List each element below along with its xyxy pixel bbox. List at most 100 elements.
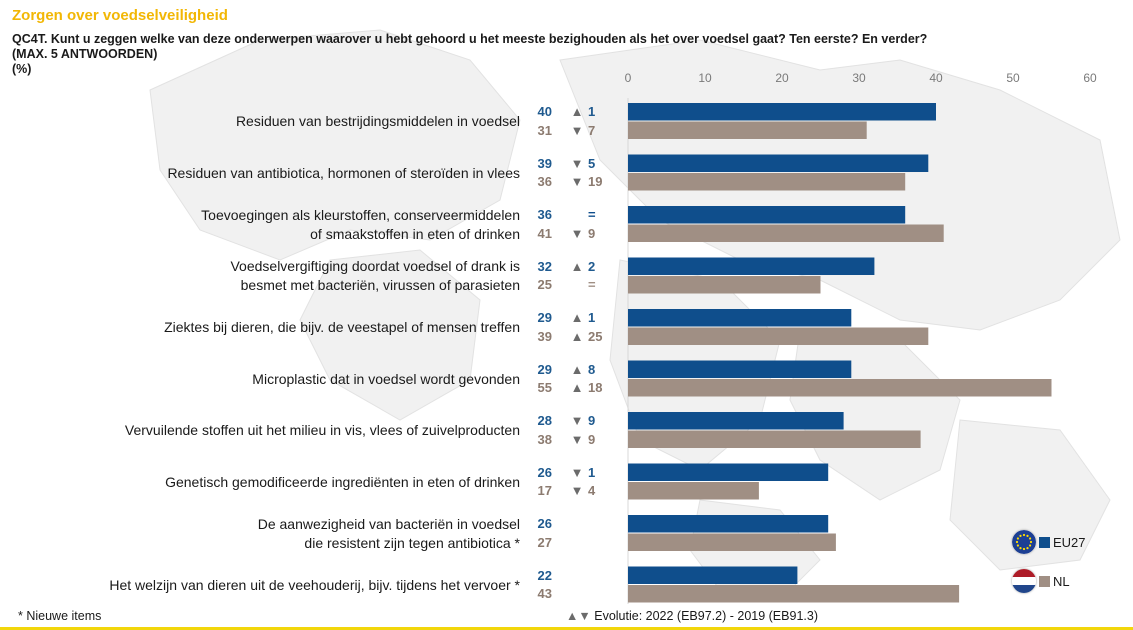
evolution-value: = [588,207,596,222]
arrow-down-icon: ▼ [570,174,584,189]
arrow-down-icon: ▼ [570,413,584,428]
evolution-value: 4 [588,483,596,498]
legend-swatch-nl [1039,575,1050,587]
category-label-line: Genetisch gemodificeerde ingrediënten in… [165,473,520,490]
legend-label-nl: NL [1053,573,1070,589]
category-label-line: De aanwezigheid van bacteriën in voedsel [257,515,520,532]
category-label: Ziektes bij dieren, die bijv. de veestap… [164,318,520,337]
category-label-line: besmet met bacteriën, virussen of parasi… [240,277,520,293]
arrow-down-icon: ▼ [570,122,584,138]
legend-swatch-eu27 [1039,536,1050,548]
value-label-eu: 26 [537,516,552,531]
evolution-value: 9 [588,413,596,428]
evolution-value: 1 [588,104,596,119]
evolution-nl: ▼ 19 [566,174,608,189]
value-label-nl: 39 [537,328,552,344]
category-label: Microplastic dat in voedsel wordt gevond… [252,370,520,389]
evolution-value: 2 [588,258,596,274]
category-label-line: Residuen van bestrijdingsmiddelen in voe… [235,113,520,129]
category-label-line: die resistent zijn tegen antibiotica * [304,534,520,551]
category-label-line: Vervuilende stoffen uit het milieu in vi… [124,422,520,438]
evolution-value: 18 [588,380,603,395]
value-label-nl: 43 [537,586,552,601]
bottom-rule [0,627,1133,630]
value-label-nl: 38 [537,431,552,447]
evolution-value: 1 [588,310,596,325]
evolution-eu: ▲ 1 [566,104,608,119]
evolution-nl: ▲ 18 [566,380,608,395]
footnote: * Nieuwe items [18,609,102,623]
value-label-nl: 41 [537,225,552,241]
value-label-nl: 36 [537,174,552,189]
value-label-nl: 17 [537,483,552,498]
nl-flag-icon [1012,569,1036,593]
evolution-nl: = [566,277,608,292]
arrow-up-icon: ▲ [570,310,584,325]
legend-eu27: EU27 [1012,530,1086,554]
evolution-nl: ▼ 7 [566,123,608,138]
legend-nl: NL [1012,569,1070,593]
arrow-up-icon: ▲ [570,380,584,395]
category-label: Het welzijn van dieren uit de veehouderi… [109,576,520,595]
category-label: Genetisch gemodificeerde ingrediënten in… [165,473,520,492]
evolution-value: 9 [588,431,596,447]
evolution-eu: ▼ 1 [566,465,608,480]
arrow-down-icon: ▼ [570,225,584,241]
question-note: (MAX. 5 ANTWOORDEN) [12,47,158,61]
evolution-value: = [588,277,596,292]
eu-flag-icon [1012,530,1036,554]
value-label-nl: 55 [537,380,552,395]
value-label-nl: 27 [537,534,552,550]
value-label-eu: 22 [537,567,552,583]
value-label-eu: 40 [537,104,552,119]
value-label-eu: 29 [537,361,552,377]
evolution-value: 9 [588,225,596,241]
category-label: Residuen van bestrijdingsmiddelen in voe… [236,112,520,131]
category-label-line: Residuen van antibiotica, hormonen of st… [167,164,520,181]
value-label-eu: 36 [537,207,552,222]
arrow-up-icon: ▲ [570,258,584,274]
category-label-line: of smaakstoffen in eten of drinken [310,225,520,242]
evolution-value: 8 [588,361,596,377]
arrow-up-icon: ▲ [570,328,584,344]
evolution-eu: ▲ 8 [566,362,608,377]
question-line: QC4T. Kunt u zeggen welke van deze onder… [12,32,928,46]
category-label: Toevoegingen als kleurstoffen, conservee… [201,206,520,244]
arrow-down-icon: ▼ [570,431,584,447]
evolution-eu: ▲ 2 [566,259,608,274]
evolution-value: 1 [588,464,596,480]
value-label-nl: 31 [537,122,552,138]
value-label-eu: 29 [537,310,552,325]
arrow-down-icon: ▼ [570,155,584,171]
question-text: QC4T. Kunt u zeggen welke van deze onder… [12,32,1122,77]
evolution-arrows-icon: ▲▼ [566,609,591,623]
evolution-note-text: Evolutie: 2022 (EB97.2) - 2019 (EB91.3) [594,609,818,623]
value-label-nl: 25 [537,277,552,292]
evolution-eu: ▼ 9 [566,413,608,428]
evolution-value: 25 [588,328,603,344]
evolution-value: 7 [588,122,596,138]
evolution-nl: ▼ 4 [566,483,608,498]
category-label-line: Het welzijn van dieren uit de veehouderi… [109,576,520,593]
evolution-nl: ▼ 9 [566,432,608,447]
evolution-note: ▲▼ Evolutie: 2022 (EB97.2) - 2019 (EB91.… [566,609,818,623]
value-label-eu: 32 [537,258,552,274]
value-label-eu: 26 [537,464,552,480]
evolution-eu: = [566,207,608,222]
arrow-up-icon: ▲ [570,361,584,377]
evolution-nl: ▲ 25 [566,329,608,344]
category-label-line: Ziektes bij dieren, die bijv. de veestap… [164,319,520,335]
evolution-eu: ▲ 1 [566,310,608,325]
category-label: Vervuilende stoffen uit het milieu in vi… [125,421,520,440]
value-label-eu: 28 [537,413,552,428]
value-label-eu: 39 [537,155,552,171]
arrow-down-icon: ▼ [570,464,584,480]
category-label-line: Toevoegingen als kleurstoffen, conservee… [201,206,520,223]
evolution-value: 19 [588,174,603,189]
category-label-line: Voedselvergiftiging doordat voedsel of d… [230,258,520,274]
arrow-down-icon: ▼ [570,483,584,498]
category-label-line: Microplastic dat in voedsel wordt gevond… [252,370,520,387]
legend-label-eu27: EU27 [1053,534,1086,550]
evolution-eu: ▼ 5 [566,156,608,171]
category-label: De aanwezigheid van bacteriën in voedsel… [258,515,520,553]
